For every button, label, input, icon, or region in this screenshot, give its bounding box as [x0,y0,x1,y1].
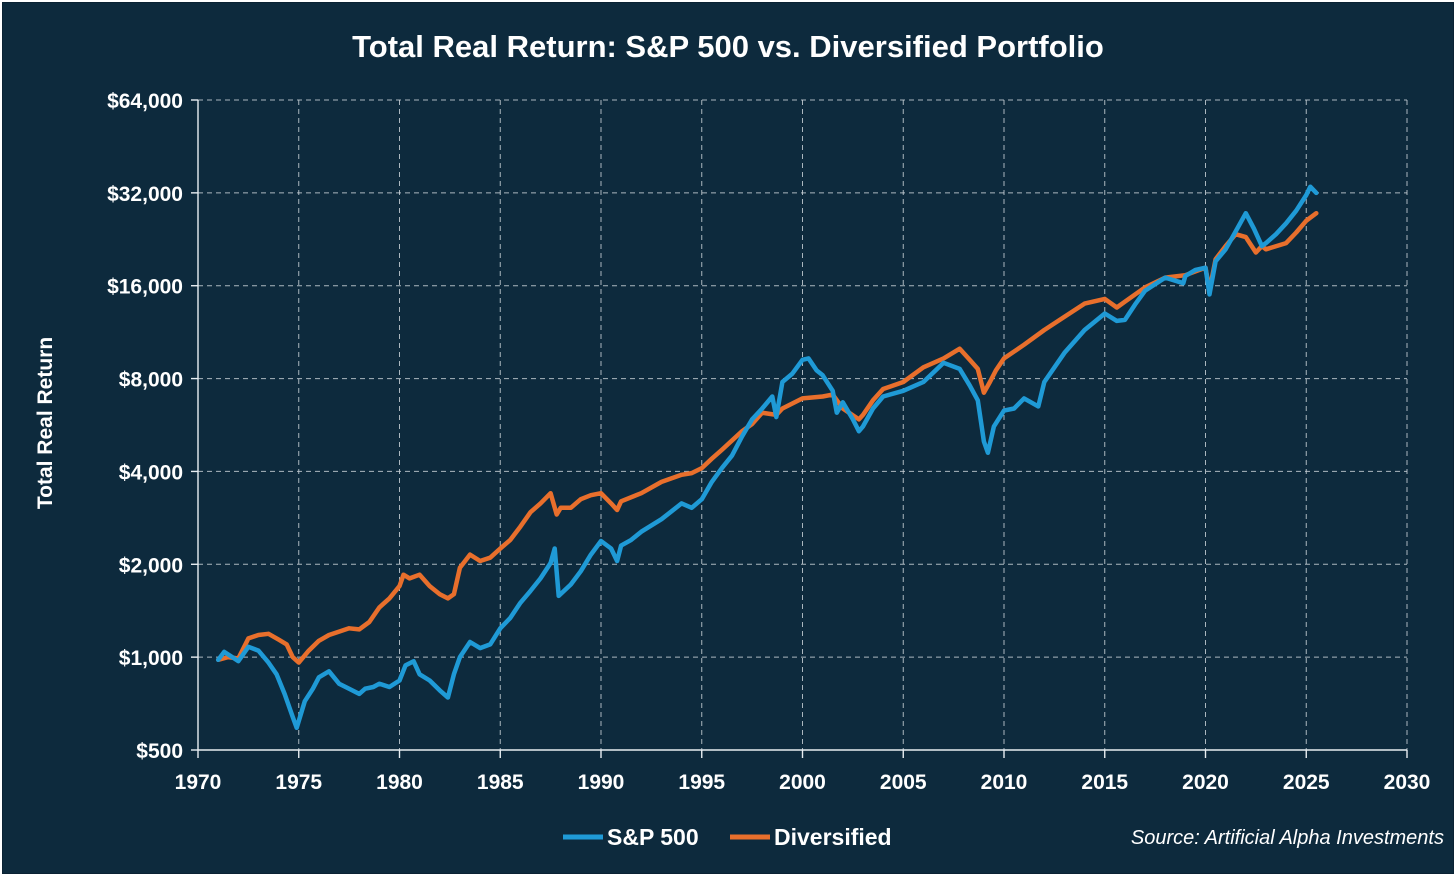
x-tick-label: 1975 [275,771,322,794]
axis-layer [191,99,1408,758]
y-tick-label: $16,000 [107,276,183,299]
x-tick-label: 1980 [376,771,423,794]
x-tick-labels: 1970 1975 1980 1985 1990 1995 2000 2005 2010 2015… [175,771,1431,794]
chart-title: Total Real Return: S&P 500 vs. Diversifi… [352,29,1104,64]
series-line-diversified [215,210,1319,665]
series-line-sp500 [215,184,1319,731]
y-axis-label: Total Real Return [34,337,57,509]
x-tick-label: 2025 [1283,771,1330,794]
y-tick-label: $2,000 [119,554,183,577]
y-tick-labels: $500 $1,000 $2,000 $4,000 $8,000 $16,000 $32,0… [107,90,183,763]
x-tick-label: 1995 [678,771,725,794]
legend-label-diversified: Diversified [774,824,892,850]
x-tick-label: 2015 [1081,771,1128,794]
source-note: Source: Artificial Alpha Investments [1131,827,1444,849]
x-tick-label: 2030 [1384,771,1431,794]
x-tick-label: 2005 [880,771,927,794]
legend-label-sp500: S&P 500 [607,824,699,850]
series-layer [215,184,1319,731]
chart-canvas: Total Real Return: S&P 500 vs. Diversifi… [34,29,1444,850]
x-tick-label: 2000 [779,771,826,794]
y-tick-label: $1,000 [119,647,183,670]
x-tick-label: 1990 [578,771,625,794]
grid-layer [198,99,1408,750]
y-tick-label: $8,000 [119,369,183,392]
y-tick-label: $32,000 [107,183,183,206]
x-tick-label: 1985 [477,771,524,794]
x-tick-label: 2020 [1182,771,1229,794]
y-tick-label: $500 [136,740,183,763]
y-tick-label: $4,000 [119,461,183,484]
x-tick-label: 2010 [981,771,1028,794]
legend: S&P 500 Diversified [563,824,892,850]
x-tick-label: 1970 [175,771,222,794]
y-tick-label: $64,000 [107,90,183,113]
